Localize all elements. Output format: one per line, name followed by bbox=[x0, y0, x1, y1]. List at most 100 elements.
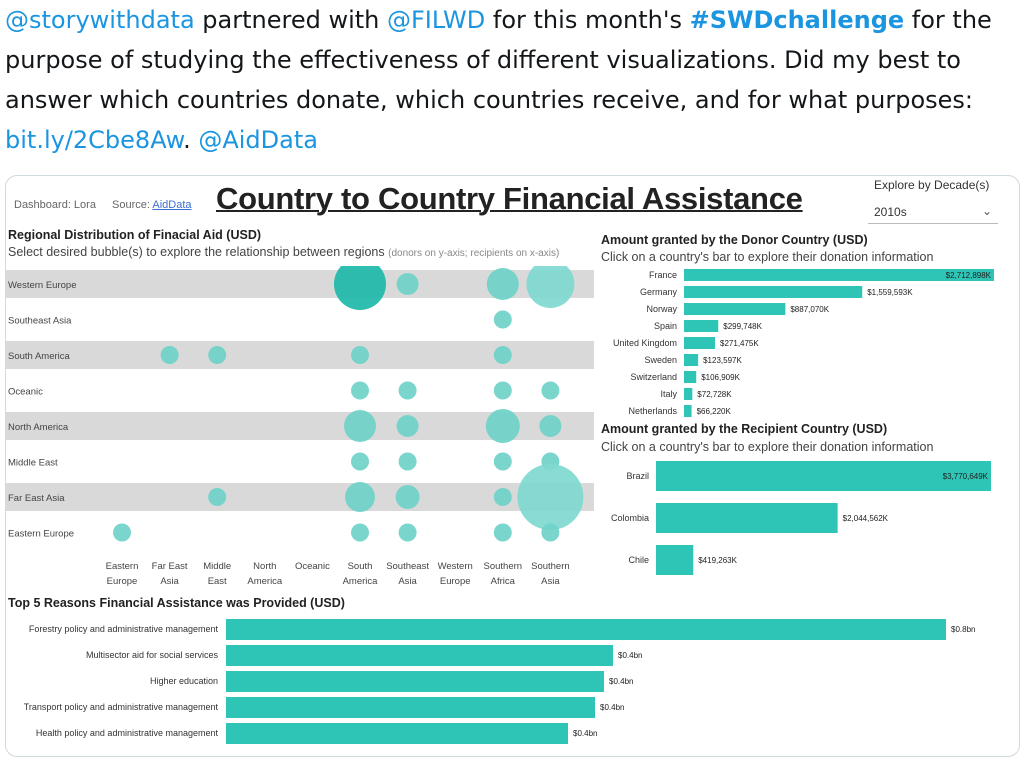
donor-bar[interactable] bbox=[684, 354, 699, 366]
reasons-bar-chart[interactable]: Forestry policy and administrative manag… bbox=[6, 614, 1016, 748]
x-axis-label: Asia bbox=[398, 576, 417, 586]
reason-bar[interactable] bbox=[226, 671, 604, 692]
recipient-section-subtitle: Click on a country's bar to explore thei… bbox=[601, 440, 934, 454]
bubble-point[interactable] bbox=[541, 523, 560, 542]
bubble-point[interactable] bbox=[351, 452, 369, 471]
bubble-point[interactable] bbox=[351, 381, 369, 400]
donor-value-label: $271,475K bbox=[720, 339, 759, 348]
bubble-point[interactable] bbox=[351, 523, 369, 542]
bubble-point[interactable] bbox=[486, 268, 519, 300]
bubble-point[interactable] bbox=[539, 415, 562, 437]
donor-value-label: $1,559,593K bbox=[867, 288, 913, 297]
mention-filwd[interactable]: @FILWD bbox=[387, 6, 486, 34]
bubble-point[interactable] bbox=[541, 381, 560, 400]
recipient-bar[interactable] bbox=[656, 503, 838, 533]
y-axis-label: Oceanic bbox=[8, 387, 43, 398]
tweet-text-segment: for this month's bbox=[485, 6, 690, 34]
bubble-point[interactable] bbox=[398, 523, 417, 542]
tweet-link[interactable]: bit.ly/2Cbe8Aw bbox=[5, 126, 184, 154]
x-axis-label: Southern bbox=[484, 561, 523, 572]
donor-value-label: $72,728K bbox=[697, 390, 732, 399]
x-axis-label: America bbox=[247, 576, 283, 586]
bubble-subtitle-note: (donors on y-axis; recipients on x-axis) bbox=[388, 248, 560, 259]
mention-storywithdata[interactable]: @storywithdata bbox=[5, 6, 195, 34]
donor-country-label: Switzerland bbox=[630, 372, 677, 382]
y-axis-label: North America bbox=[8, 422, 69, 433]
media-card[interactable]: Dashboard: Lora Source: AidData Country … bbox=[5, 175, 1020, 757]
reason-value-label: $0.4bn bbox=[573, 729, 597, 738]
x-axis-label: Southeast bbox=[386, 561, 429, 572]
recipient-value-label: $3,770,649K bbox=[943, 472, 989, 481]
bubble-point[interactable] bbox=[345, 482, 375, 512]
recipient-country-label: Chile bbox=[628, 555, 649, 565]
bubble-point[interactable] bbox=[493, 523, 512, 542]
bubble-point[interactable] bbox=[395, 485, 420, 509]
source-info: Source: AidData bbox=[112, 199, 192, 211]
donor-bar[interactable] bbox=[684, 286, 863, 298]
y-axis-label: Southeast Asia bbox=[8, 316, 72, 327]
bubble-point[interactable] bbox=[334, 266, 386, 310]
tweet-text-segment: for the purpose of studying the effectiv… bbox=[5, 6, 992, 114]
x-axis-label: Africa bbox=[491, 576, 516, 586]
bubble-point[interactable] bbox=[396, 273, 419, 295]
donor-bar[interactable] bbox=[684, 337, 716, 349]
donor-value-label: $299,748K bbox=[723, 322, 762, 331]
bubble-point[interactable] bbox=[493, 346, 512, 364]
donor-bar[interactable] bbox=[684, 303, 786, 315]
donor-bar[interactable] bbox=[684, 405, 692, 417]
reason-bar[interactable] bbox=[226, 619, 946, 640]
source-link[interactable]: AidData bbox=[152, 199, 192, 211]
donor-country-label: Norway bbox=[646, 304, 677, 314]
bubble-point[interactable] bbox=[526, 266, 575, 308]
recipient-bar[interactable] bbox=[656, 545, 694, 575]
x-axis-label: North bbox=[253, 561, 276, 572]
recipient-bar-chart[interactable]: Brazil $3,770,649K Colombia $2,044,562K Chil… bbox=[596, 461, 1016, 591]
reason-bar[interactable] bbox=[226, 645, 613, 666]
bubble-point[interactable] bbox=[398, 381, 417, 400]
mention-aiddata[interactable]: @AidData bbox=[198, 126, 318, 154]
bubble-point[interactable] bbox=[208, 346, 227, 364]
y-axis-label: Far East Asia bbox=[8, 493, 65, 504]
x-axis-label: Southern bbox=[531, 561, 570, 572]
y-axis-label: Western Europe bbox=[8, 280, 76, 291]
reason-bar[interactable] bbox=[226, 697, 595, 718]
donor-section-title: Amount granted by the Donor Country (USD… bbox=[601, 233, 868, 247]
bubble-point[interactable] bbox=[493, 488, 512, 506]
tweet-text: @storywithdata partnered with @FILWD for… bbox=[5, 0, 1015, 160]
bubble-point[interactable] bbox=[493, 452, 512, 471]
bubble-point[interactable] bbox=[398, 452, 417, 471]
donor-value-label: $66,220K bbox=[697, 407, 732, 416]
bubble-point[interactable] bbox=[485, 409, 520, 443]
hashtag-swdchallenge[interactable]: #SWDchallenge bbox=[689, 6, 905, 34]
bubble-point[interactable] bbox=[351, 346, 369, 364]
x-axis-label: America bbox=[343, 576, 379, 586]
decade-select[interactable]: 2010s ⌄ bbox=[868, 200, 998, 224]
reason-label: Multisector aid for social services bbox=[86, 650, 219, 660]
bubble-point[interactable] bbox=[396, 415, 419, 437]
reason-bar[interactable] bbox=[226, 723, 568, 744]
donor-bar[interactable] bbox=[684, 388, 693, 400]
reasons-section-title: Top 5 Reasons Financial Assistance was P… bbox=[8, 596, 345, 610]
x-axis-label: Far East bbox=[152, 561, 188, 572]
bubble-point[interactable] bbox=[160, 346, 179, 364]
bubble-point[interactable] bbox=[493, 381, 512, 400]
bubble-point[interactable] bbox=[344, 410, 376, 442]
donor-section-subtitle: Click on a country's bar to explore thei… bbox=[601, 250, 934, 264]
reason-label: Forestry policy and administrative manag… bbox=[29, 624, 219, 634]
bubble-point[interactable] bbox=[493, 310, 512, 329]
donor-bar-chart[interactable]: France $2,712,898K Germany $1,559,593K Norwa… bbox=[596, 264, 1016, 422]
donor-bar[interactable] bbox=[684, 269, 994, 281]
bubble-point[interactable] bbox=[208, 488, 227, 506]
bubble-chart[interactable]: Western Europe Southeast Asia South Americ… bbox=[6, 266, 596, 586]
bubble-point[interactable] bbox=[517, 464, 584, 530]
tweet-text-segment: partnered with bbox=[194, 6, 387, 34]
donor-bar[interactable] bbox=[684, 320, 719, 332]
donor-country-label: Netherlands bbox=[628, 406, 677, 416]
source-label: Source: bbox=[112, 199, 150, 211]
donor-country-label: France bbox=[649, 270, 677, 280]
bubble-section-subtitle: Select desired bubble(s) to explore the … bbox=[8, 245, 559, 259]
donor-value-label: $2,712,898K bbox=[946, 271, 992, 280]
recipient-bar[interactable] bbox=[656, 461, 991, 491]
donor-bar[interactable] bbox=[684, 371, 697, 383]
bubble-point[interactable] bbox=[113, 523, 131, 542]
